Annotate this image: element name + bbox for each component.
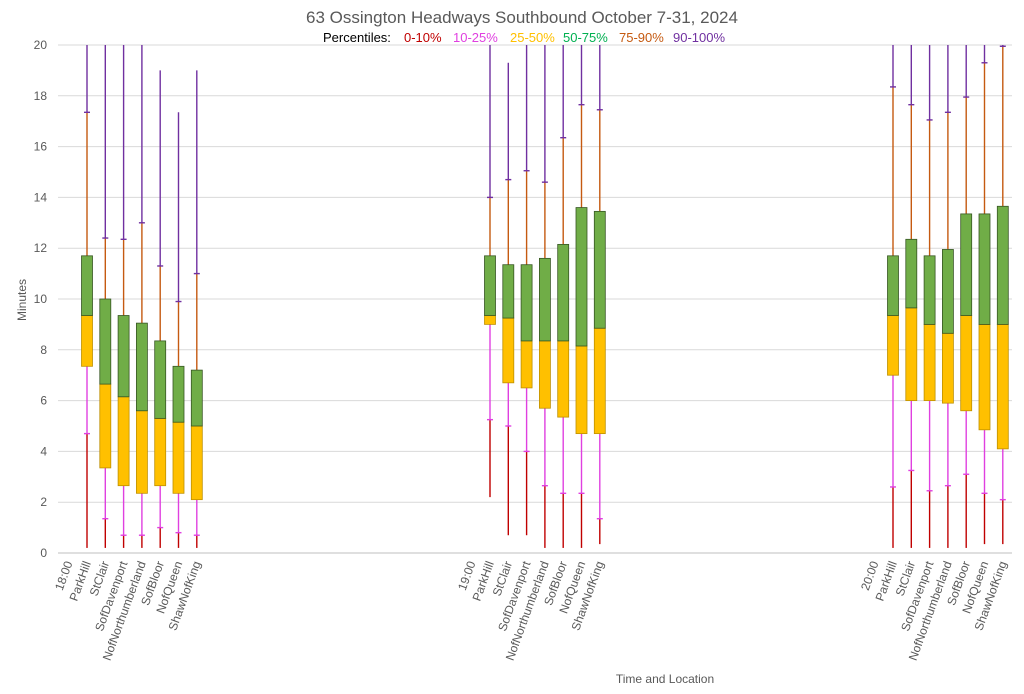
- box-50-75: [135, 322, 148, 412]
- box-50-75: [502, 264, 515, 319]
- box-50-75: [81, 255, 93, 316]
- y-tick-label: 20: [34, 38, 48, 52]
- box-25-50: [190, 425, 203, 501]
- y-tick-label: 6: [40, 394, 47, 408]
- box-50-75: [575, 207, 588, 347]
- legend-prefix: Percentiles:: [323, 30, 391, 45]
- box-25-50: [923, 323, 936, 401]
- box-50-75: [978, 213, 991, 325]
- box-50-75: [942, 249, 954, 334]
- y-axis-label: Minutes: [15, 279, 29, 321]
- box-25-50: [887, 315, 899, 376]
- box-25-50: [154, 417, 167, 487]
- box-50-75: [887, 255, 899, 316]
- box-50-75: [557, 243, 570, 342]
- y-tick-label: 10: [34, 292, 48, 306]
- box-25-50: [135, 410, 148, 494]
- y-axis-ticks: 0 2 4 6 8 10 12 14 16 18 20: [34, 38, 48, 560]
- x-axis-categories: 18:00ParkHillStClairSofDavenportNofNorth…: [52, 559, 1010, 663]
- box-25-50: [575, 345, 588, 435]
- box-50-75: [172, 365, 185, 423]
- box-25-50: [172, 421, 185, 494]
- legend-item: 90-100%: [673, 30, 725, 45]
- y-tick-label: 16: [34, 140, 48, 154]
- box-50-75: [923, 255, 936, 325]
- x-axis-label: Time and Location: [616, 672, 714, 686]
- box-50-75: [593, 210, 606, 329]
- y-tick-label: 18: [34, 89, 48, 103]
- box-50-75: [905, 238, 918, 309]
- box-25-50: [905, 307, 918, 402]
- box-25-50: [996, 323, 1009, 450]
- box-50-75: [99, 298, 112, 385]
- box-50-75: [996, 205, 1009, 325]
- y-tick-label: 2: [40, 495, 47, 509]
- box-50-75: [190, 369, 203, 427]
- y-tick-label: 0: [40, 546, 47, 560]
- box-50-75: [484, 255, 496, 316]
- chart-title: 63 Ossington Headways Southbound October…: [306, 8, 738, 27]
- box-plot-marks: [81, 45, 1009, 548]
- legend-item: 0-10%: [404, 30, 442, 45]
- box-50-75: [960, 213, 973, 316]
- box-25-50: [99, 383, 112, 469]
- box-50-75: [117, 315, 130, 398]
- box-25-50: [942, 332, 954, 404]
- chart-gridlines: [58, 44, 1012, 554]
- box-25-50: [557, 340, 570, 418]
- y-tick-label: 14: [34, 190, 48, 204]
- box-25-50: [117, 396, 130, 487]
- box-25-50: [484, 315, 496, 325]
- chart-legend: Percentiles: 0-10% 10-25% 25-50% 50-75% 75-90…: [323, 30, 725, 45]
- legend-item: 25-50%: [510, 30, 555, 45]
- box-25-50: [502, 317, 515, 384]
- y-tick-label: 8: [40, 343, 47, 357]
- box-25-50: [520, 340, 533, 389]
- y-tick-label: 4: [40, 444, 47, 458]
- box-50-75: [520, 264, 533, 342]
- box-25-50: [978, 323, 991, 431]
- legend-item: 50-75%: [563, 30, 608, 45]
- y-tick-label: 12: [34, 241, 48, 255]
- legend-item: 10-25%: [453, 30, 498, 45]
- box-25-50: [539, 340, 551, 409]
- box-25-50: [81, 315, 93, 367]
- box-25-50: [593, 327, 606, 435]
- box-25-50: [960, 315, 973, 412]
- box-50-75: [154, 340, 167, 419]
- box-50-75: [539, 257, 551, 342]
- legend-item: 75-90%: [619, 30, 664, 45]
